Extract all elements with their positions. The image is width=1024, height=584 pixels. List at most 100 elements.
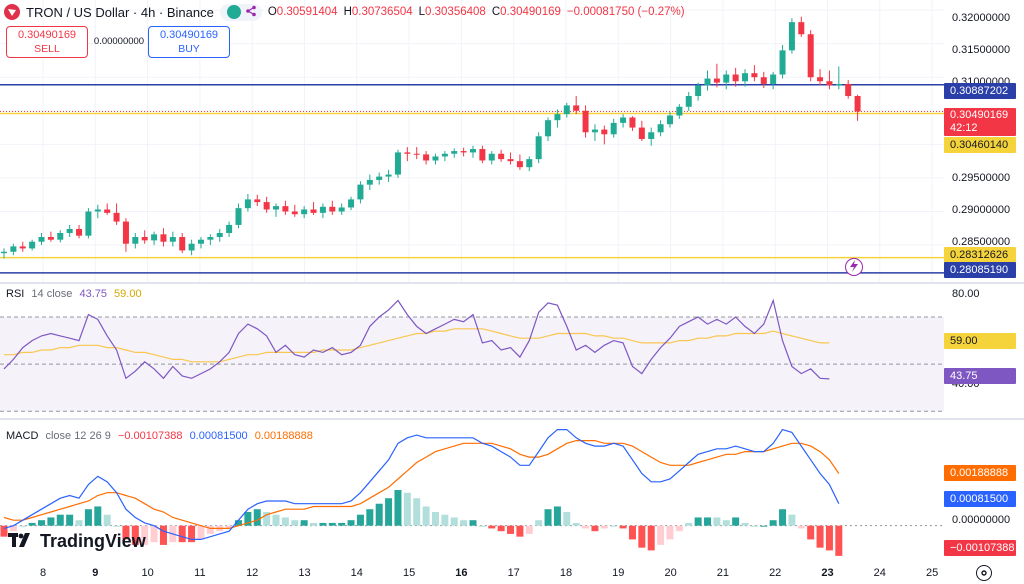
current-price-tag: 0.30490169 42:12	[944, 108, 1016, 136]
macd-histogram-bar	[0, 525, 8, 537]
ohlc-high-value: 0.30736504	[351, 6, 413, 18]
macd-signal-line	[3, 440, 840, 529]
macd-histogram-bar	[206, 525, 214, 534]
time-label: 20	[664, 567, 677, 579]
buy-button[interactable]: 0.30490169 BUY	[148, 26, 230, 58]
time-label: 23	[821, 567, 834, 579]
candle-body	[507, 159, 514, 162]
candle-body	[817, 77, 824, 82]
candle-body	[310, 209, 317, 213]
candle-body	[188, 243, 195, 251]
ohlc-open-value: 0.30591404	[276, 6, 338, 18]
candle-body	[207, 237, 214, 240]
candle-body	[648, 132, 655, 139]
macd-histogram-bar	[657, 525, 665, 545]
macd-histogram-bar	[291, 520, 299, 526]
macd-histogram-bar	[356, 514, 364, 526]
price-tick: 0.29000000	[952, 204, 1011, 216]
macd-line-value: 0.00081500	[189, 430, 248, 442]
symbol-title[interactable]: TRON / US Dollar · 4h · Binance	[26, 4, 214, 20]
macd-chart	[0, 428, 944, 556]
candle-body	[254, 199, 261, 203]
tradingview-logo[interactable]: TradingView	[8, 531, 146, 552]
time-label: 22	[769, 567, 782, 579]
time-label: 10	[141, 567, 154, 579]
candle-body	[479, 149, 486, 161]
candle-body	[132, 237, 139, 244]
time-label: 12	[246, 567, 259, 579]
hline-lower-tag[interactable]: 0.28085190	[944, 262, 1016, 278]
sell-button[interactable]: 0.30490169 SELL	[6, 26, 88, 58]
time-axis[interactable]: 8 9 10 11 12 13 14 15 16 17 18 19 20 21 22 23 24 25	[0, 562, 1024, 584]
alert-icon[interactable]	[845, 258, 863, 276]
share-icon[interactable]	[245, 5, 257, 20]
rsi-value: 43.75	[79, 288, 107, 300]
macd-histogram-bar	[94, 506, 102, 526]
macd-histogram-bar	[450, 517, 458, 526]
time-label: 9	[92, 567, 99, 579]
macd-params: close 12 26 9	[45, 430, 111, 442]
macd-histogram-bar	[103, 514, 111, 526]
pane-separator[interactable]	[0, 282, 1024, 284]
macd-histogram-bar	[431, 511, 439, 526]
price-tick: 0.32000000	[952, 12, 1011, 24]
macd-histogram-bar	[197, 525, 205, 540]
macd-histogram-bar	[347, 520, 355, 526]
sell-label: SELL	[34, 43, 60, 55]
settings-icon[interactable]	[976, 565, 992, 581]
macd-name: MACD	[6, 430, 39, 442]
macd-histogram-bar	[244, 511, 252, 526]
candle-body	[666, 115, 673, 125]
current-price-value: 0.30490169	[950, 109, 1009, 121]
macd-histogram-bar	[619, 525, 627, 529]
sell-price: 0.30490169	[17, 29, 77, 41]
macd-pane[interactable]	[0, 420, 944, 560]
candle-body	[498, 153, 505, 160]
candle-body	[329, 206, 336, 212]
candle-body	[432, 156, 439, 161]
candle-body	[282, 206, 289, 212]
indicator-toggle[interactable]	[219, 3, 262, 21]
macd-histogram-bar	[38, 520, 46, 526]
candle-body	[554, 114, 561, 121]
buy-price: 0.30490169	[159, 29, 219, 41]
macd-histogram-bar	[638, 525, 646, 548]
candle-body	[85, 211, 92, 236]
time-label: 16	[455, 567, 468, 579]
time-label: 24	[873, 567, 886, 579]
rsi-legend[interactable]: RSI 14 close 43.75 59.00	[6, 288, 146, 300]
macd-histogram-bar	[685, 522, 693, 526]
ohlc-low-key: L	[418, 6, 426, 18]
candle-body	[169, 237, 176, 242]
rsi-pane[interactable]	[0, 284, 944, 416]
macd-histogram-bar	[413, 498, 421, 526]
candle-body	[460, 151, 467, 153]
tron-logo-icon	[4, 4, 20, 20]
macd-histogram-bar	[525, 525, 533, 534]
candle-body	[629, 117, 636, 128]
candle-body	[235, 208, 242, 225]
yellow-upper-tag[interactable]: 0.30460140	[944, 137, 1016, 153]
pane-separator[interactable]	[0, 418, 1024, 420]
ohlc-high-key: H	[343, 6, 352, 18]
macd-histogram-bar	[760, 525, 768, 527]
yellow-lower-tag[interactable]: 0.28312626	[944, 247, 1016, 263]
macd-histogram-bar	[375, 503, 383, 526]
macd-legend[interactable]: MACD close 12 26 9 −0.00107388 0.0008150…	[6, 430, 317, 442]
candle-body	[423, 154, 430, 161]
macd-histogram-bar	[300, 520, 308, 526]
macd-histogram-bar	[478, 525, 486, 527]
hline-upper-tag[interactable]: 0.30887202	[944, 83, 1016, 99]
macd-histogram-bar	[19, 525, 27, 527]
price-change: −0.00081750 (−0.27%)	[566, 6, 685, 18]
macd-histogram-bar	[516, 525, 524, 537]
candle-body	[620, 117, 627, 123]
candle-body	[610, 122, 617, 135]
macd-histogram-bar	[732, 517, 740, 526]
candle-body	[704, 78, 711, 86]
macd-histogram-bar	[647, 525, 655, 551]
candle-body	[122, 221, 129, 244]
macd-histogram-bar	[188, 525, 196, 543]
candle-body	[563, 105, 570, 115]
